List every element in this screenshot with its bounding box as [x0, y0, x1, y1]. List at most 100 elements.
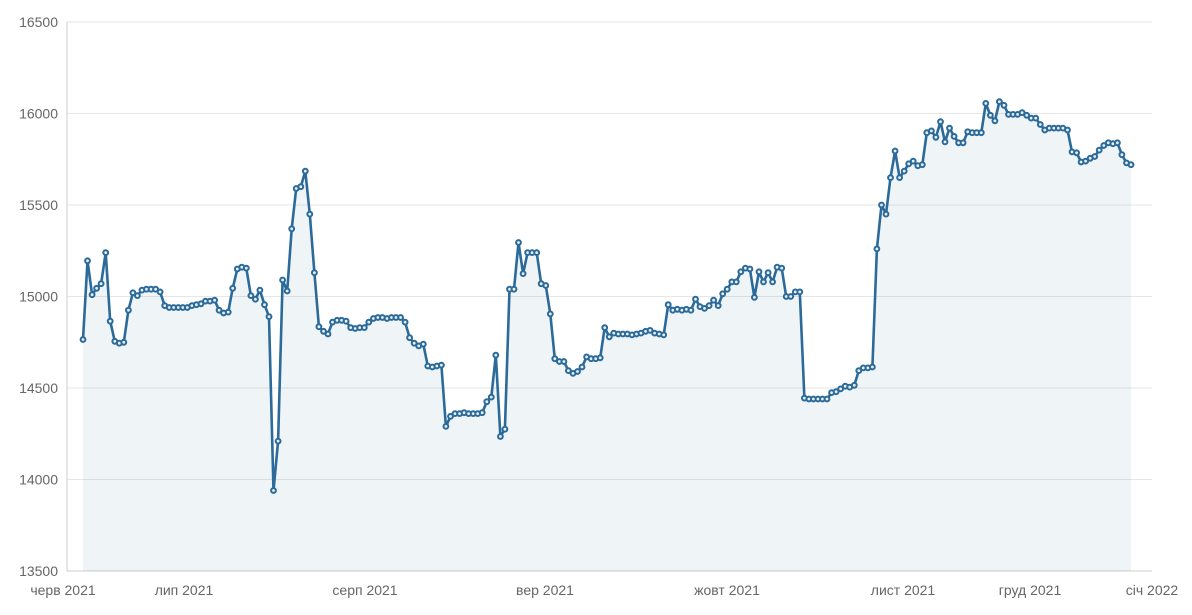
data-point-marker[interactable]	[873, 245, 881, 253]
data-point-marker[interactable]	[301, 167, 309, 175]
data-point-marker[interactable]	[918, 161, 926, 169]
data-point-marker[interactable]	[1032, 114, 1040, 122]
data-point-marker[interactable]	[311, 269, 318, 277]
data-point-marker[interactable]	[88, 291, 96, 299]
data-point-marker[interactable]	[1095, 146, 1103, 154]
data-point-marker[interactable]	[900, 167, 908, 175]
data-point-marker[interactable]	[905, 160, 913, 168]
data-point-marker[interactable]	[950, 133, 958, 140]
data-point-marker[interactable]	[487, 393, 495, 401]
data-point-marker[interactable]	[565, 367, 572, 375]
data-point-marker[interactable]	[197, 300, 205, 308]
data-point-marker[interactable]	[1036, 121, 1044, 128]
data-point-marker[interactable]	[705, 302, 713, 310]
data-point-marker[interactable]	[515, 239, 522, 246]
data-point-marker[interactable]	[692, 295, 699, 303]
data-point-marker[interactable]	[288, 225, 296, 233]
data-point-marker[interactable]	[156, 288, 164, 296]
data-point-marker[interactable]	[533, 249, 541, 257]
data-point-marker[interactable]	[574, 368, 581, 375]
data-point-marker[interactable]	[410, 339, 418, 347]
data-point-marker[interactable]	[578, 363, 586, 371]
data-point-marker[interactable]	[882, 210, 890, 218]
data-point-marker[interactable]	[483, 398, 491, 406]
data-point-marker[interactable]	[229, 284, 237, 292]
data-point-marker[interactable]	[764, 269, 772, 277]
data-point-marker[interactable]	[878, 201, 885, 209]
data-point-marker[interactable]	[124, 306, 132, 314]
data-point-marker[interactable]	[832, 388, 840, 396]
data-point-marker[interactable]	[519, 270, 527, 278]
data-point-marker[interactable]	[710, 296, 717, 304]
data-point-marker[interactable]	[1127, 161, 1135, 169]
data-point-marker[interactable]	[102, 249, 110, 257]
data-point-marker[interactable]	[977, 129, 985, 137]
data-point-marker[interactable]	[256, 286, 264, 294]
data-point-marker[interactable]	[991, 117, 999, 125]
data-point-marker[interactable]	[224, 308, 232, 316]
data-point-marker[interactable]	[1064, 126, 1071, 134]
data-point-marker[interactable]	[928, 127, 935, 135]
data-point-marker[interactable]	[946, 124, 953, 132]
data-point-marker[interactable]	[941, 138, 949, 146]
data-point-marker[interactable]	[778, 264, 786, 272]
data-point-marker[interactable]	[1018, 109, 1026, 116]
data-point-marker[interactable]	[97, 280, 105, 288]
data-point-marker[interactable]	[723, 285, 731, 293]
data-point-marker[interactable]	[497, 433, 504, 440]
data-point-marker[interactable]	[315, 323, 323, 331]
data-point-marker[interactable]	[542, 282, 550, 289]
data-point-marker[interactable]	[492, 351, 500, 359]
data-point-marker[interactable]	[959, 139, 967, 147]
data-point-marker[interactable]	[732, 278, 740, 286]
data-point-marker[interactable]	[93, 284, 100, 292]
data-point-marker[interactable]	[891, 147, 899, 155]
data-point-marker[interactable]	[760, 278, 767, 286]
data-point-marker[interactable]	[510, 285, 518, 293]
data-point-marker[interactable]	[84, 257, 91, 265]
data-point-marker[interactable]	[247, 292, 255, 300]
data-point-marker[interactable]	[447, 413, 454, 420]
data-point-marker[interactable]	[855, 367, 863, 375]
data-point-marker[interactable]	[211, 296, 219, 304]
data-point-marker[interactable]	[265, 313, 273, 321]
data-point-marker[interactable]	[1114, 139, 1121, 147]
data-point-marker[interactable]	[397, 314, 405, 321]
data-point-marker[interactable]	[1100, 142, 1108, 149]
data-point-marker[interactable]	[769, 278, 776, 286]
data-point-marker[interactable]	[796, 288, 804, 296]
data-point-marker[interactable]	[982, 100, 990, 107]
data-point-marker[interactable]	[419, 340, 427, 348]
data-point-marker[interactable]	[932, 133, 940, 141]
data-point-marker[interactable]	[887, 174, 894, 182]
data-point-marker[interactable]	[252, 295, 259, 303]
data-point-marker[interactable]	[551, 355, 559, 363]
data-point-marker[interactable]	[1091, 153, 1099, 160]
data-point-marker[interactable]	[837, 385, 844, 393]
data-point-marker[interactable]	[746, 265, 754, 273]
data-point-marker[interactable]	[596, 354, 604, 362]
data-point-marker[interactable]	[438, 361, 445, 369]
data-point-marker[interactable]	[261, 301, 268, 309]
data-point-marker[interactable]	[1073, 149, 1080, 157]
data-point-marker[interactable]	[737, 268, 745, 276]
data-point-marker[interactable]	[1082, 157, 1089, 165]
data-point-marker[interactable]	[79, 336, 87, 343]
data-point-marker[interactable]	[1118, 151, 1126, 159]
data-point-marker[interactable]	[701, 305, 708, 312]
data-point-marker[interactable]	[342, 317, 350, 325]
data-point-marker[interactable]	[896, 174, 903, 182]
data-point-marker[interactable]	[987, 111, 994, 119]
data-point-marker[interactable]	[152, 285, 160, 293]
data-point-marker[interactable]	[546, 310, 554, 318]
data-point-marker[interactable]	[719, 290, 727, 298]
data-point-marker[interactable]	[120, 338, 128, 346]
data-point-marker[interactable]	[297, 183, 305, 191]
data-point-marker[interactable]	[478, 409, 486, 417]
data-point-marker[interactable]	[601, 324, 609, 332]
data-point-marker[interactable]	[751, 294, 758, 301]
data-point-marker[interactable]	[401, 318, 409, 326]
data-point-marker[interactable]	[279, 276, 287, 284]
data-point-marker[interactable]	[134, 292, 141, 300]
data-point-marker[interactable]	[646, 327, 654, 334]
